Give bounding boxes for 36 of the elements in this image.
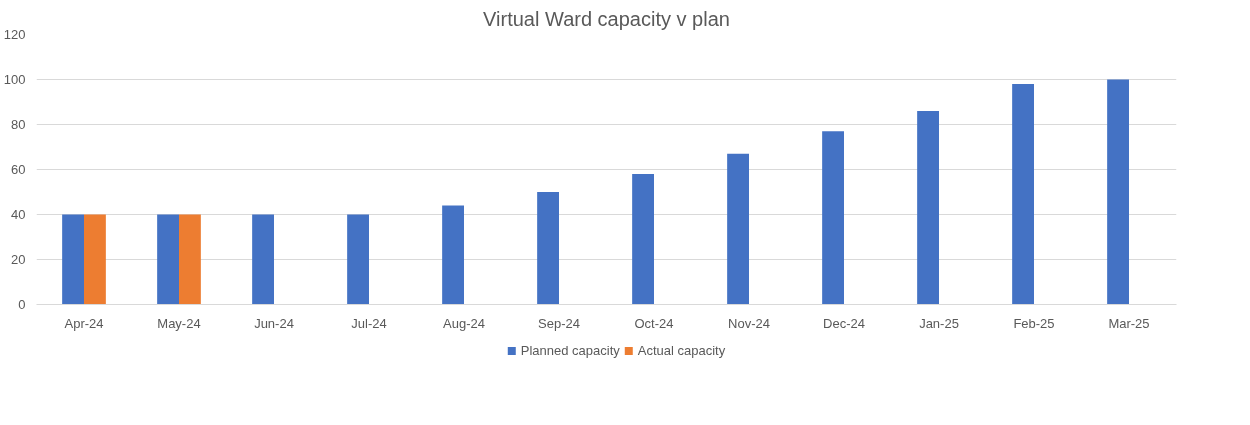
x-tick-label: Jul-24 bbox=[351, 315, 387, 331]
bar bbox=[252, 214, 274, 305]
bar bbox=[822, 131, 844, 305]
x-tick-label: May-24 bbox=[157, 315, 201, 331]
bar bbox=[1012, 84, 1034, 305]
x-tick-label: Jan-25 bbox=[919, 315, 959, 331]
y-tick-label: 40 bbox=[11, 207, 26, 222]
x-tick-label: Mar-25 bbox=[1108, 315, 1150, 331]
bar bbox=[727, 153, 749, 305]
bar bbox=[917, 111, 939, 305]
x-tick-label: Nov-24 bbox=[728, 315, 770, 331]
y-tick-label: 20 bbox=[11, 252, 26, 267]
x-tick-label: Dec-24 bbox=[823, 315, 865, 331]
y-tick-label: 80 bbox=[11, 117, 26, 132]
x-tick-label: Sep-24 bbox=[538, 315, 580, 331]
bar bbox=[1107, 79, 1129, 305]
chart-title: Virtual Ward capacity v plan bbox=[483, 7, 730, 30]
x-tick-label: Jun-24 bbox=[254, 315, 294, 331]
x-tick-label: Aug-24 bbox=[443, 315, 485, 331]
y-tick-label: 120 bbox=[3, 27, 26, 42]
legend-label: Actual capacity bbox=[637, 342, 726, 358]
bar bbox=[632, 174, 654, 305]
bar bbox=[157, 214, 179, 305]
bar bbox=[347, 214, 369, 305]
bar bbox=[179, 214, 201, 305]
bar bbox=[442, 205, 464, 305]
bar bbox=[84, 214, 106, 305]
legend-label: Planned capacity bbox=[520, 342, 620, 358]
x-tick-label: Apr-24 bbox=[64, 315, 104, 331]
x-tick-label: Oct-24 bbox=[634, 315, 674, 331]
y-tick-label: 0 bbox=[18, 297, 26, 312]
x-tick-label: Feb-25 bbox=[1013, 315, 1055, 331]
bar bbox=[537, 192, 559, 305]
y-tick-label: 100 bbox=[3, 72, 26, 87]
y-tick-label: 60 bbox=[11, 162, 26, 177]
bar bbox=[62, 214, 84, 305]
